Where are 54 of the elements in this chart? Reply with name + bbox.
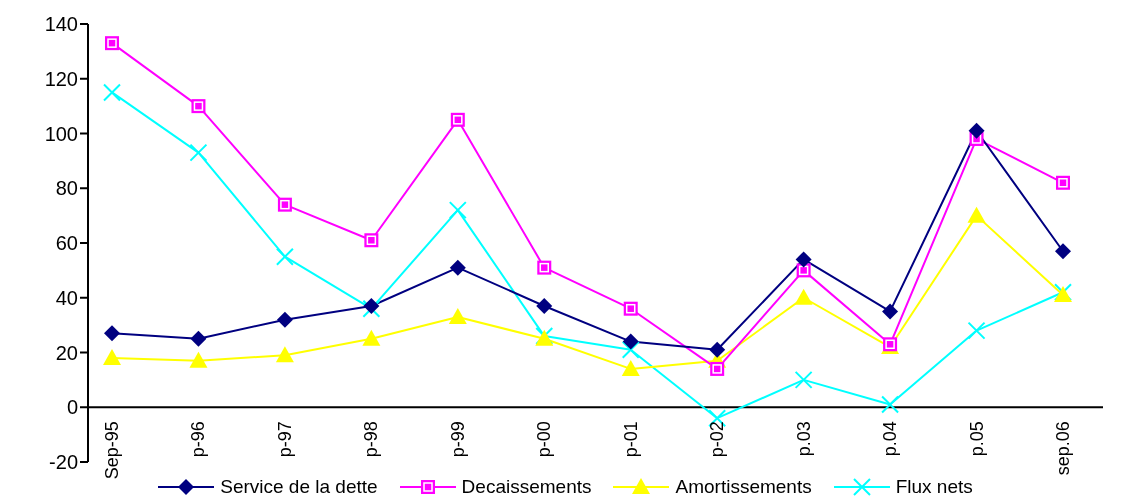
point bbox=[1055, 243, 1071, 260]
point bbox=[363, 297, 380, 314]
x-tick-label: p.05 bbox=[966, 421, 987, 457]
point bbox=[103, 348, 121, 365]
x-tick-label: p.03 bbox=[793, 421, 814, 457]
y-tick-label: 0 bbox=[66, 396, 78, 419]
legend-label: Flux nets bbox=[894, 476, 973, 498]
point bbox=[967, 206, 986, 223]
point bbox=[967, 321, 986, 340]
point bbox=[103, 83, 121, 102]
y-tick-label: 100 bbox=[44, 122, 78, 145]
y-tick-label: 20 bbox=[55, 341, 78, 364]
y-tick-label: -20 bbox=[49, 451, 78, 474]
point bbox=[362, 329, 381, 346]
point bbox=[275, 247, 294, 266]
point bbox=[794, 288, 813, 305]
point bbox=[104, 325, 120, 342]
y-tick-label: 40 bbox=[55, 286, 78, 309]
point bbox=[968, 122, 985, 139]
point bbox=[189, 351, 208, 368]
point bbox=[621, 359, 640, 376]
point bbox=[276, 311, 293, 328]
x-tick-label: Sep-95 bbox=[102, 421, 122, 480]
legend-label: Service de la dette bbox=[219, 476, 378, 498]
y-tick-label: 140 bbox=[44, 13, 78, 36]
x-tick-label: p-98 bbox=[361, 421, 382, 458]
point bbox=[709, 341, 726, 358]
point bbox=[795, 251, 812, 268]
point bbox=[794, 370, 813, 389]
point bbox=[189, 143, 208, 162]
x-tick-label: p-97 bbox=[274, 421, 295, 458]
x-tick-label: p-01 bbox=[620, 421, 641, 458]
x-tick-label: p.04 bbox=[880, 421, 901, 457]
point bbox=[622, 333, 639, 350]
y-tick-label: 60 bbox=[55, 232, 78, 255]
point bbox=[449, 259, 466, 276]
x-tick-label: p-96 bbox=[188, 421, 209, 458]
y-tick-label: 120 bbox=[44, 67, 78, 90]
point bbox=[536, 297, 553, 314]
point bbox=[362, 299, 381, 318]
point bbox=[448, 201, 468, 222]
point bbox=[275, 346, 294, 363]
point bbox=[190, 330, 207, 347]
y-tick-label: 80 bbox=[55, 177, 78, 200]
point bbox=[882, 303, 899, 320]
x-tick-label: p-02 bbox=[707, 421, 728, 458]
point bbox=[621, 340, 640, 359]
x-tick-label: p-00 bbox=[534, 421, 555, 458]
x-tick-label: sep.06 bbox=[1053, 421, 1073, 476]
point bbox=[881, 395, 900, 414]
legend-label: Amortissements bbox=[674, 476, 812, 498]
x-tick-label: p-99 bbox=[447, 421, 468, 458]
legend-label: Decaissements bbox=[460, 476, 592, 498]
point bbox=[448, 307, 467, 324]
